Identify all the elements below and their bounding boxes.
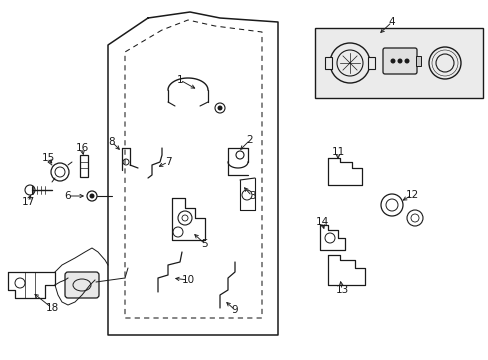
Bar [325, 57, 331, 69]
FancyBboxPatch shape [382, 48, 416, 74]
Circle shape [390, 58, 395, 63]
Text: 12: 12 [405, 190, 418, 200]
Text: 16: 16 [75, 143, 88, 153]
Circle shape [217, 105, 222, 111]
Text: 2: 2 [246, 135, 253, 145]
Bar [367, 57, 374, 69]
Circle shape [89, 194, 94, 198]
Bar [415, 56, 420, 66]
Text: 8: 8 [108, 137, 115, 147]
Circle shape [397, 58, 402, 63]
Text: 9: 9 [231, 305, 238, 315]
Text: 11: 11 [331, 147, 344, 157]
Text: 14: 14 [315, 217, 328, 227]
Text: 4: 4 [388, 17, 394, 27]
Text: 15: 15 [41, 153, 55, 163]
Text: 1: 1 [176, 75, 183, 85]
Circle shape [404, 58, 408, 63]
Bar [314, 28, 482, 98]
Text: 5: 5 [201, 239, 208, 249]
Text: 18: 18 [45, 303, 59, 313]
Text: 13: 13 [335, 285, 348, 295]
Text: 6: 6 [64, 191, 71, 201]
Text: 7: 7 [164, 157, 171, 167]
FancyBboxPatch shape [65, 272, 99, 298]
Bar [80, 155, 88, 177]
Text: 17: 17 [21, 197, 35, 207]
Text: 3: 3 [248, 191, 255, 201]
Text: 10: 10 [181, 275, 194, 285]
